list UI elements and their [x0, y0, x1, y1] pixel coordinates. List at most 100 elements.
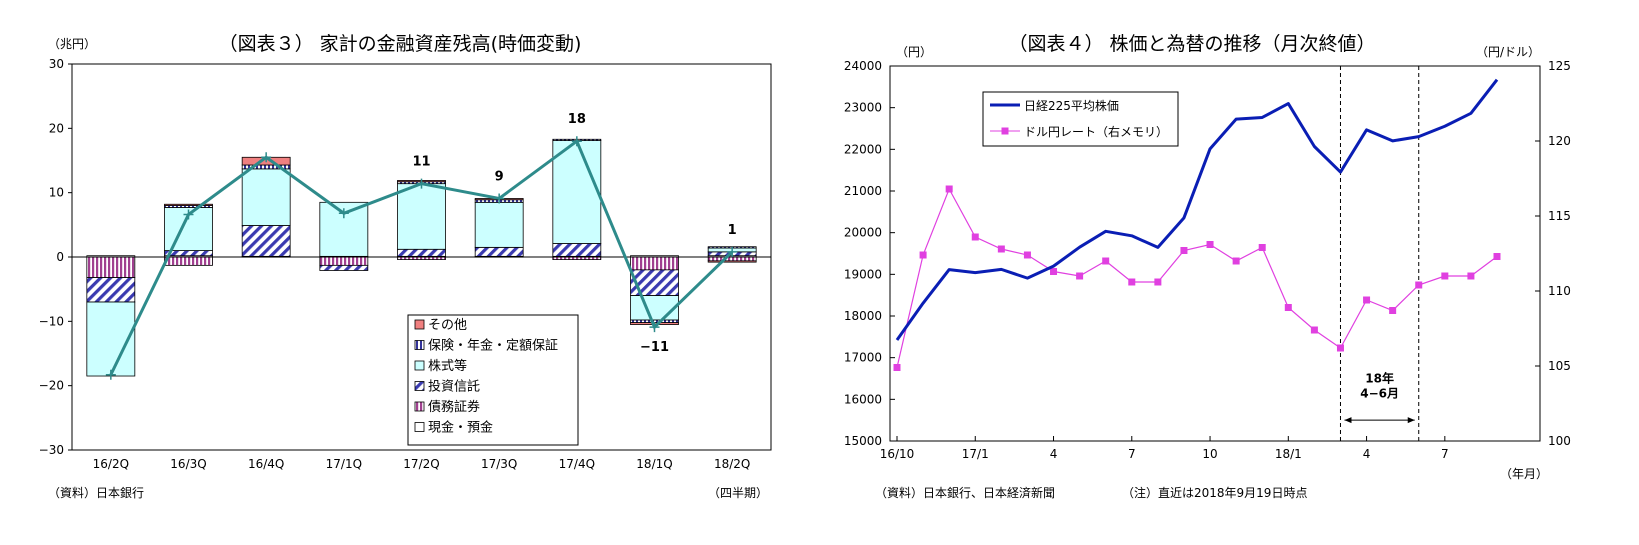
chart3-title: （図表３） 家計の金融資産残高(時価変動): [219, 33, 582, 55]
chart3-data-labels: 11 9 18 −11 1: [412, 112, 736, 355]
chart4-source: （資料）日本銀行、日本経済新聞: [875, 485, 1055, 500]
chart4-usdjpy-point: [1128, 278, 1136, 286]
chart4-xtick-label: 10: [1202, 447, 1217, 461]
chart3-ytick-label: −10: [39, 314, 64, 328]
chart3-x-unit: （四半期）: [708, 486, 768, 500]
chart3-bar-segment: [474, 246, 524, 257]
chart3-ytick-label: 0: [56, 250, 64, 264]
period-label-months: 4−6月: [1360, 386, 1399, 400]
legend-nikkei-label: 日経225平均株価: [1024, 98, 1119, 113]
chart4-left-tick-label: 18000: [844, 309, 882, 323]
chart4-usdjpy-point: [1258, 244, 1266, 251]
chart3-xtick-label: 17/1Q: [326, 457, 362, 471]
chart4-left-axis: 24000 23000 22000 21000 20000 19000 18000 17000…: [844, 59, 895, 448]
chart4-usdjpy-point: [1154, 278, 1162, 286]
chart3-bar-segment: [552, 243, 602, 257]
chart3-legend-label: 現金・預金: [428, 420, 493, 436]
legend-usdjpy-marker: [1001, 127, 1009, 135]
chart3-legend-swatch: [414, 422, 425, 432]
chart4-x-axis: 16/10 17/1 4 7 10 18/1 4 7: [880, 436, 1449, 461]
chart3-ytick-label: −30: [39, 443, 64, 457]
chart3-legend-swatch: [414, 319, 425, 330]
chart4-right-tick-label: 125: [1548, 59, 1571, 73]
chart3-bar-segment: [319, 264, 369, 271]
chart3-bar-segment: [241, 168, 291, 226]
chart3-bar-segment: [552, 140, 602, 244]
chart3-total-point: [494, 193, 505, 204]
chart3-bar-segment: [86, 277, 136, 303]
chart3-bar-segment: [474, 201, 524, 248]
chart4-right-tick-label: 100: [1548, 434, 1571, 448]
chart4-usdjpy-point: [1102, 257, 1110, 265]
chart4-left-tick-label: 17000: [844, 351, 882, 365]
chart3-ytick-label: −20: [39, 379, 64, 393]
chart4-usdjpy-point: [1023, 251, 1031, 259]
chart4-xtick-label: 7: [1128, 447, 1136, 461]
chart3-legend-swatch: [414, 360, 425, 371]
chart4-period-annotation: 18年 4−6月: [1339, 66, 1420, 441]
chart4-left-tick-label: 16000: [844, 392, 882, 406]
chart3-legend-swatch: [414, 381, 425, 391]
chart4-usdjpy-point: [1441, 272, 1449, 280]
chart4-usdjpy-point: [1310, 326, 1318, 334]
chart3-bar-segment: [319, 256, 369, 266]
chart4-xtick-label: 7: [1441, 447, 1449, 461]
chart4-usdjpy-point: [1389, 307, 1397, 314]
chart3: （図表３） 家計の金融資産残高(時価変動) （兆円） 30 20 10 0 −10 −20…: [39, 33, 772, 500]
chart4-right-tick-label: 120: [1548, 134, 1571, 148]
chart4-usdjpy-line: [896, 187, 1498, 368]
chart3-total-point: [416, 178, 427, 189]
chart4-legend: 日経225平均株価 ドル円レート（右メモリ）: [982, 91, 1179, 147]
chart3-data-label: 9: [495, 169, 504, 184]
chart4-right-tick-label: 110: [1548, 284, 1571, 298]
chart3-total-point: [183, 209, 194, 220]
chart4-right-unit: （円/ドル）: [1476, 45, 1540, 59]
chart3-bar-segment: [164, 203, 213, 206]
chart3-data-label: 11: [412, 155, 430, 170]
chart3-xtick-label: 17/4Q: [559, 457, 595, 471]
chart3-source: （資料）日本銀行: [48, 486, 144, 500]
chart3-bar-segment: [630, 295, 679, 321]
chart3-data-label: −11: [640, 340, 669, 355]
chart3-x-axis: 16/2Q 16/3Q 16/4Q 17/1Q 17/2Q 17/3Q 17/4Q 18/1Q…: [93, 457, 751, 471]
chart4: （図表４） 株価と為替の推移（月次終値） （円） （円/ドル） 24000 230…: [844, 33, 1571, 500]
chart3-ytick-label: 10: [49, 186, 64, 200]
chart3-legend-label: 株式等: [428, 358, 467, 374]
chart3-ytick-label: 20: [49, 121, 64, 135]
chart3-total-point: [571, 136, 582, 147]
chart4-nikkei-line: [895, 78, 1499, 341]
chart4-x-unit: （年月）: [1500, 467, 1548, 481]
chart3-bar-segment: [707, 256, 757, 262]
chart4-left-tick-label: 24000: [844, 59, 882, 73]
chart3-xtick-label: 18/1Q: [636, 457, 672, 471]
chart4-usdjpy-point: [1050, 268, 1058, 275]
chart3-total-point: [261, 152, 272, 163]
chart3-bars: [86, 138, 757, 377]
chart4-usdjpy-point: [1336, 344, 1344, 352]
chart3-xtick-label: 17/3Q: [481, 457, 517, 471]
chart4-left-tick-label: 20000: [844, 226, 882, 240]
chart4-right-tick-label: 115: [1548, 209, 1571, 223]
chart3-xtick-label: 16/4Q: [248, 457, 284, 471]
chart4-usdjpy-point: [1493, 253, 1501, 260]
chart4-usdjpy-point: [945, 185, 953, 193]
chart4-usdjpy-point: [1363, 296, 1371, 304]
chart3-xtick-label: 16/3Q: [170, 457, 206, 471]
chart4-left-unit: （円）: [896, 45, 932, 59]
chart4-left-tick-label: 21000: [844, 184, 882, 198]
chart4-usdjpy-point: [1232, 257, 1240, 265]
chart4-usdjpy-point: [1076, 272, 1084, 280]
chart3-total-point: [727, 246, 738, 257]
chart4-left-tick-label: 19000: [844, 267, 882, 281]
chart3-ytick-label: 30: [49, 57, 64, 71]
chart3-bar-segment: [241, 225, 291, 257]
chart4-left-tick-label: 22000: [844, 142, 882, 156]
chart4-xtick-label: 18/1: [1275, 447, 1302, 461]
period-label-year: 18年: [1365, 371, 1394, 386]
chart4-usdjpy-point: [919, 251, 927, 259]
chart3-data-label: 18: [568, 112, 586, 127]
chart3-bar-segment: [397, 248, 446, 257]
chart4-usdjpy-point: [1467, 272, 1475, 280]
